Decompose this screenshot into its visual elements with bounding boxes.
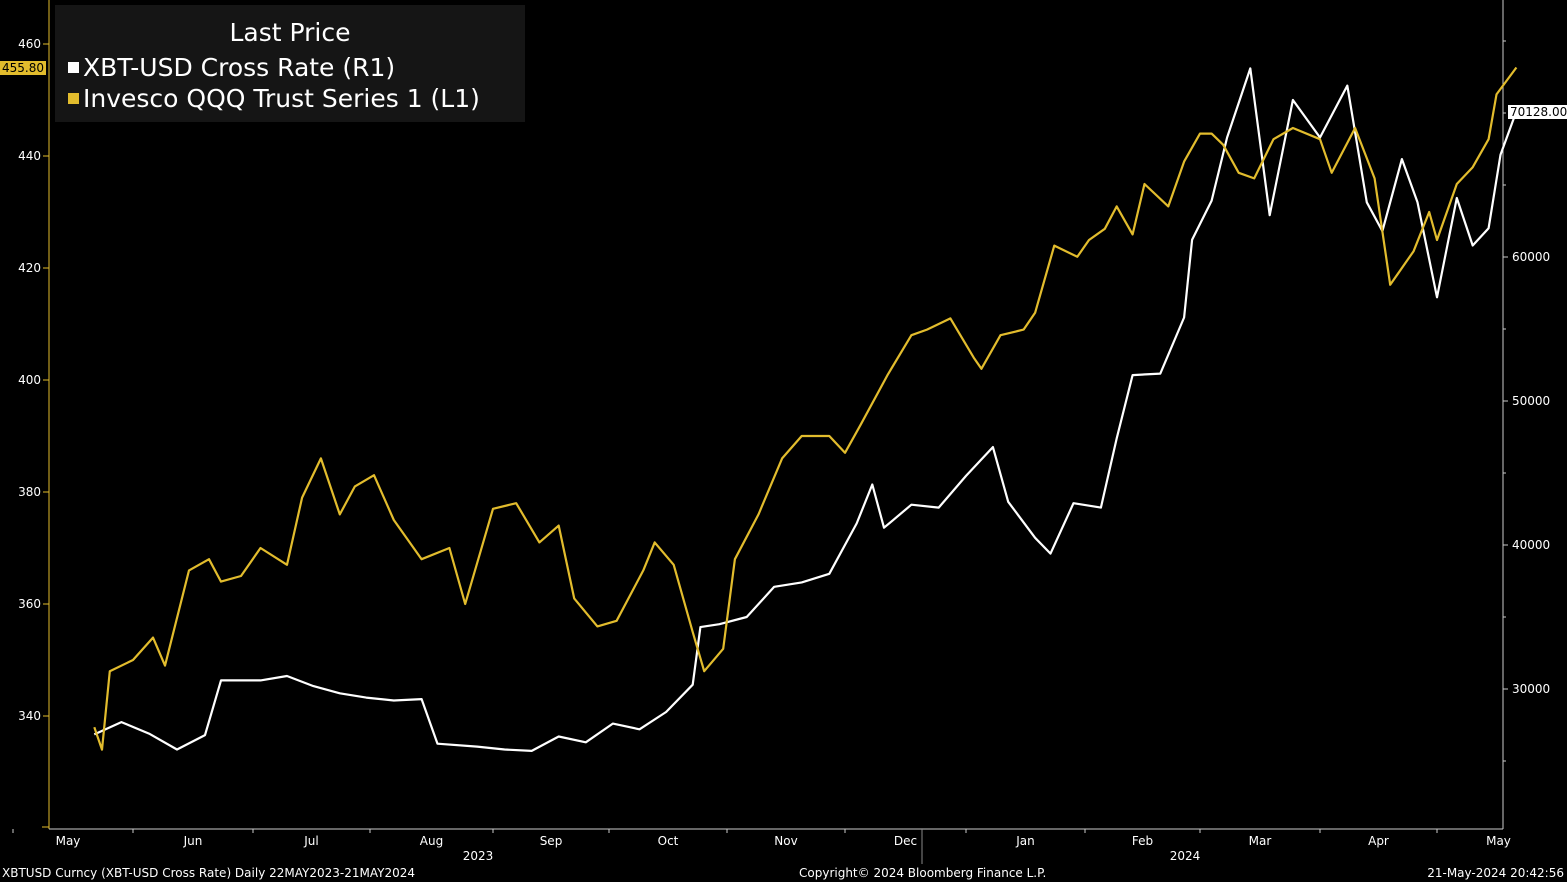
left-tick-label: 460 (18, 37, 41, 51)
left-tick-label: 340 (18, 709, 41, 723)
right-tick-label: 40000 (1512, 538, 1550, 552)
legend-swatch-xbt (68, 62, 79, 73)
left-tick-label: 360 (18, 597, 41, 611)
legend-swatch-qqq (68, 93, 79, 104)
legend: Last Price XBT-USD Cross Rate (R1) Inves… (55, 5, 525, 122)
x-month-label: Apr (1368, 834, 1389, 848)
x-month-label: Oct (658, 834, 679, 848)
x-month-label: Feb (1132, 834, 1153, 848)
xbt-usd-series (93, 67, 1518, 753)
x-month-label: Jan (1015, 834, 1035, 848)
footer-security: XBTUSD Curncy (XBT-USD Cross Rate) Daily… (2, 866, 415, 880)
footer-copyright: Copyright© 2024 Bloomberg Finance L.P. (799, 866, 1047, 880)
x-month-label: Jun (183, 834, 203, 848)
axes (12, 0, 1508, 864)
x-month-label: May (1486, 834, 1511, 848)
left-tick-label: 420 (18, 261, 41, 275)
right-tick-label: 30000 (1512, 682, 1550, 696)
right-tick-label: 50000 (1512, 394, 1550, 408)
legend-item-qqq: Invesco QQQ Trust Series 1 (L1) (68, 85, 480, 113)
legend-item-xbt: XBT-USD Cross Rate (R1) (68, 54, 395, 82)
x-month-label: Jul (303, 834, 318, 848)
legend-label-qqq: Invesco QQQ Trust Series 1 (L1) (83, 84, 480, 113)
x-month-label: Nov (774, 834, 797, 848)
x-month-label: Sep (540, 834, 563, 848)
left-tick-label: 380 (18, 485, 41, 499)
x-month-label: Mar (1249, 834, 1272, 848)
qqq-line (93, 66, 1518, 751)
left-tick-label: 440 (18, 149, 41, 163)
tick-labels: 340 360 380 400 420 440 460 30000 40000 50000 6000… (18, 37, 1550, 863)
qqq-series (93, 66, 1518, 751)
footer-timestamp: 21-May-2024 20:42:56 (1427, 866, 1564, 880)
x-month-label: Dec (894, 834, 917, 848)
qqq-last-value-tag: 455.80 (0, 61, 46, 75)
x-month-label: Aug (420, 834, 443, 848)
x-year-label: 2024 (1170, 849, 1201, 863)
x-month-label: May (56, 834, 81, 848)
x-year-label: 2023 (463, 849, 494, 863)
left-tick-label: 400 (18, 373, 41, 387)
xbt-last-value-tag: 70128.00 (1508, 105, 1567, 119)
legend-title: Last Price (229, 18, 351, 47)
xbt-usd-line (93, 67, 1518, 753)
right-tick-label: 60000 (1512, 250, 1550, 264)
legend-label-xbt: XBT-USD Cross Rate (R1) (83, 53, 396, 82)
